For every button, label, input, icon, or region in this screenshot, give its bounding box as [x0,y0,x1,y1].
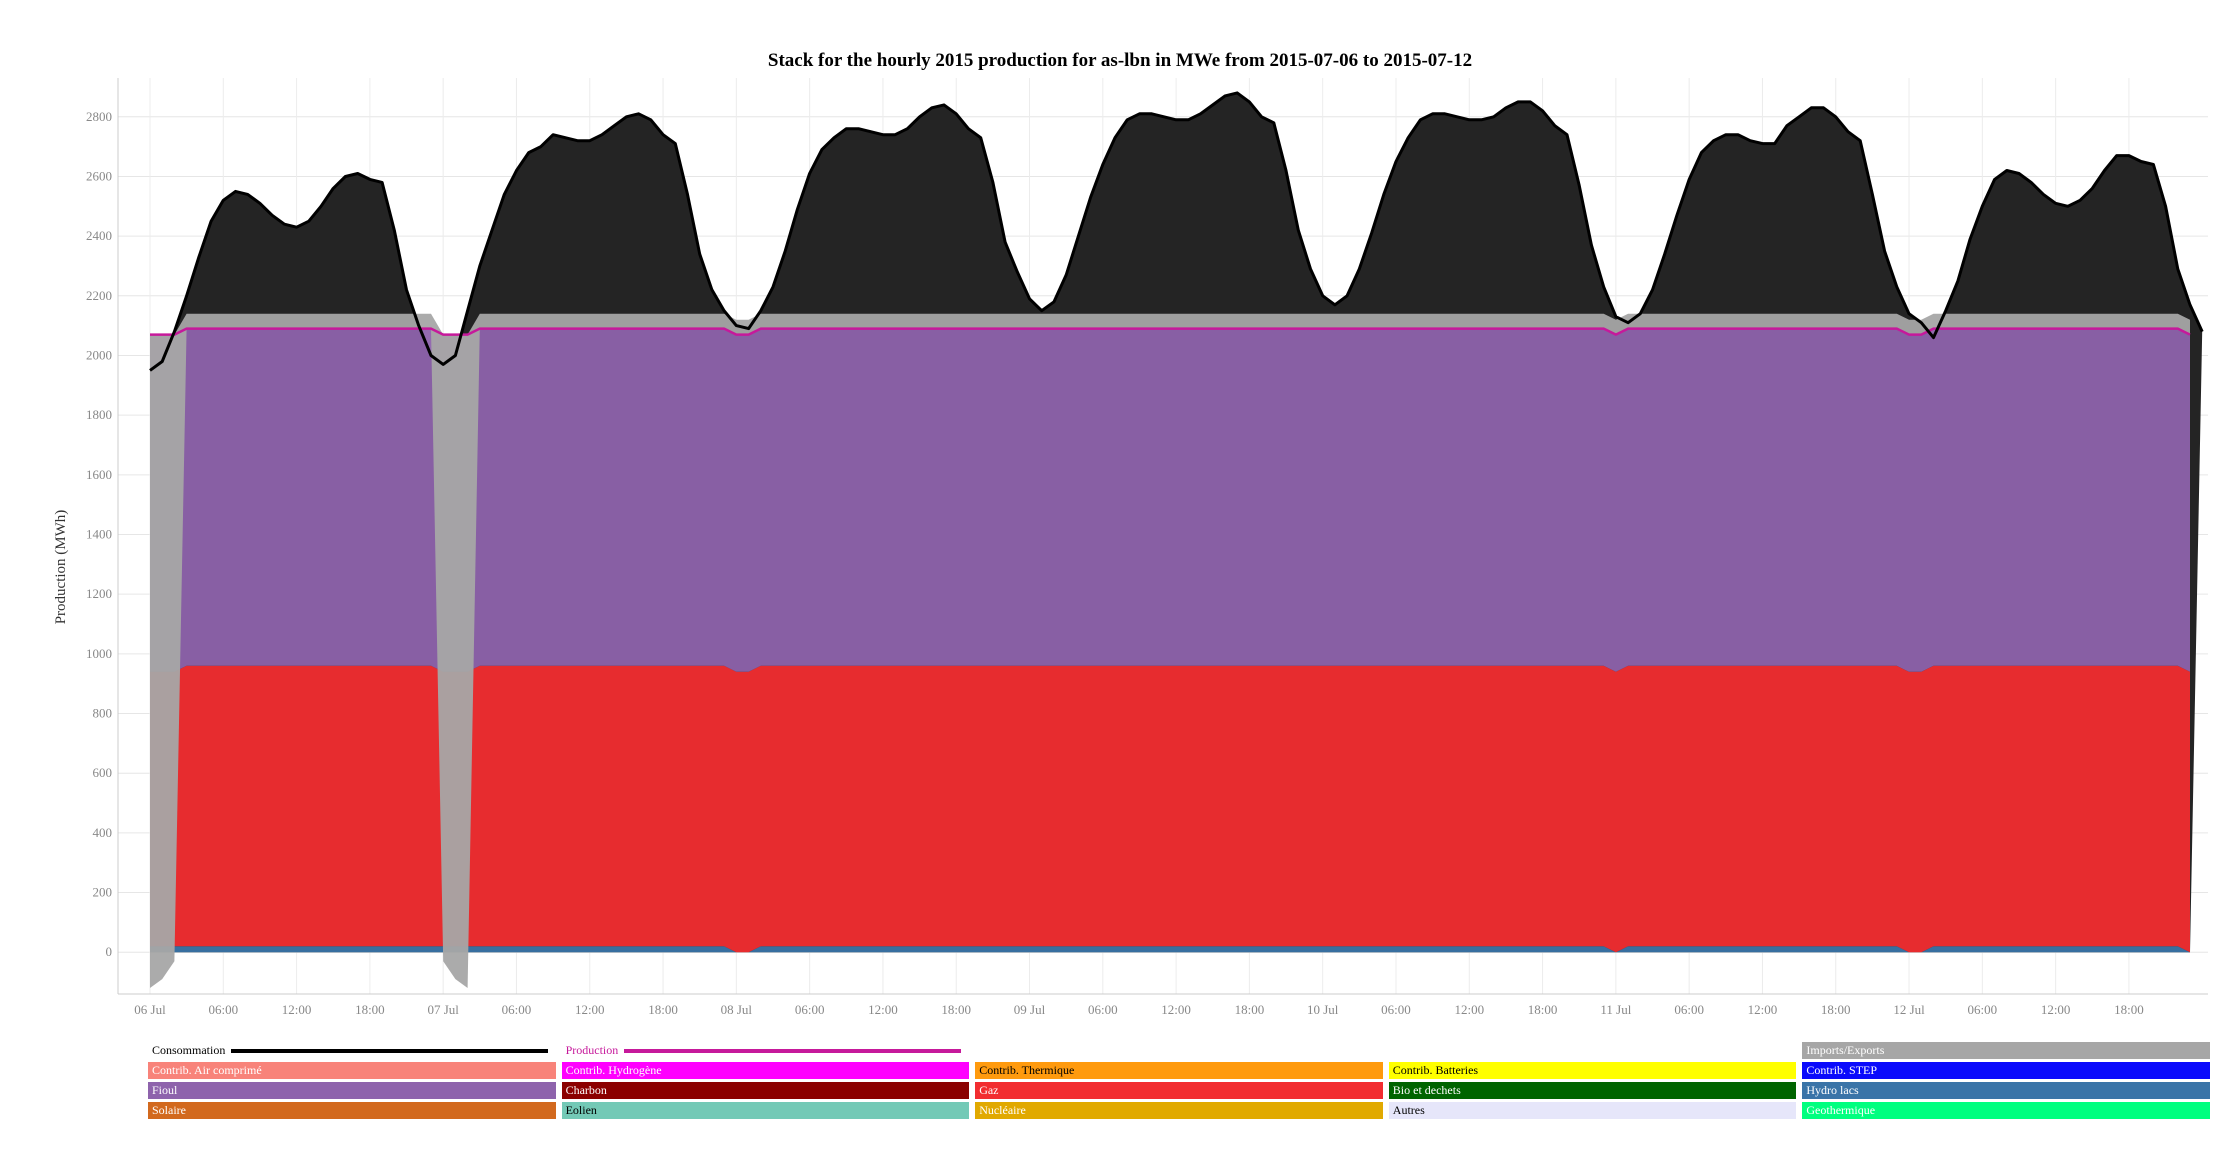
legend-label: Production [565,1043,619,1057]
chart-title: Stack for the hourly 2015 production for… [768,50,1472,71]
y-tick-label: 0 [106,944,113,959]
x-tick-label: 12 Jul [1893,1002,1925,1017]
x-tick-label: 12:00 [2041,1002,2071,1017]
x-tick-label: 08 Jul [721,1002,753,1017]
legend-row: Fioul Charbon Gaz Bio et dechets Hydro lacs [148,1082,2210,1100]
legend-spacer [1389,1042,1797,1059]
legend-item-nucl-aire: Nucléaire [975,1102,1383,1119]
x-tick-label: 12:00 [868,1002,898,1017]
legend-item-eolien: Eolien [561,1102,970,1119]
series-areas [150,92,2203,988]
x-tick-label: 18:00 [1235,1002,1265,1017]
x-tick-label: 06:00 [1968,1002,1998,1017]
y-tick-label: 400 [93,825,113,840]
y-tick-label: 1800 [86,407,112,422]
x-tick-label: 18:00 [1528,1002,1558,1017]
legend-item-charbon: Charbon [561,1082,970,1099]
legend-item-solaire: Solaire [148,1102,556,1119]
legend-swatch [624,1048,962,1053]
stacked-area-chart: Stack for the hourly 2015 production for… [53,50,2208,1017]
x-tick-label: 12:00 [1748,1002,1778,1017]
x-tick-label: 18:00 [355,1002,385,1017]
y-tick-label: 1600 [86,467,112,482]
legend-item-imports-exports: Imports/Exports [1802,1042,2210,1059]
legend-row: Solaire Eolien Nucléaire Autres Geothermique [148,1102,2210,1120]
x-tick-label: 09 Jul [1014,1002,1046,1017]
x-tick-label: 18:00 [941,1002,971,1017]
x-tick-label: 18:00 [1821,1002,1851,1017]
x-tick-label: 06:00 [1674,1002,1704,1017]
legend-item-contrib-thermique: Contrib. Thermique [975,1062,1383,1079]
y-tick-label: 1400 [86,527,112,542]
legend-item-autres: Autres [1388,1102,1797,1119]
series-lines [149,91,2204,372]
x-tick-label: 06:00 [208,1002,238,1017]
legend-item-gaz: Gaz [975,1082,1383,1099]
y-tick-label: 1000 [86,646,112,661]
y-tick-label: 600 [93,765,113,780]
legend-row: Contrib. Air comprimé Contrib. Hydrogène C… [148,1062,2210,1080]
x-tick-label: 12:00 [575,1002,605,1017]
x-tick-label: 06:00 [1088,1002,1118,1017]
y-tick-label: 200 [93,885,113,900]
legend-item-hydro-lacs: Hydro lacs [1802,1082,2210,1099]
area-gaz [150,665,2190,953]
legend-item-fioul: Fioul [148,1082,556,1099]
x-tick-label: 18:00 [2114,1002,2144,1017]
x-tick-label: 06:00 [795,1002,825,1017]
legend-item-bio-et-dechets: Bio et dechets [1388,1082,1797,1099]
legend-item-contrib-batteries: Contrib. Batteries [1388,1062,1797,1079]
legend-label: Consommation [152,1043,226,1057]
legend-item-consommation: Consommation [148,1042,556,1059]
line-production [150,327,2191,336]
legend: Consommation Production Imports/Exports Con… [148,1042,2210,1122]
x-tick-label: 06 Jul [134,1002,166,1017]
x-tick-label: 12:00 [1161,1002,1191,1017]
axes: 0 200 400 600 800 1000 1200 1400 1600 1800 2000 220… [86,78,2208,1017]
x-tick-label: 06:00 [502,1002,532,1017]
y-tick-label: 2400 [86,228,112,243]
legend-item-contrib-step: Contrib. STEP [1802,1062,2210,1079]
x-tick-label: 12:00 [1454,1002,1484,1017]
area-hydro-lacs [150,946,2190,953]
y-tick-label: 2200 [86,288,112,303]
x-tick-label: 07 Jul [427,1002,459,1017]
legend-row: Consommation Production Imports/Exports [148,1042,2210,1060]
y-tick-label: 2600 [86,168,112,183]
y-tick-label: 800 [93,706,113,721]
y-tick-label: 2800 [86,109,112,124]
x-tick-label: 11 Jul [1600,1002,1631,1017]
legend-item-geothermique: Geothermique [1802,1102,2210,1119]
line-consommation [149,91,2204,372]
legend-swatch [231,1048,548,1053]
legend-item-contrib-hydrog-ne: Contrib. Hydrogène [561,1062,970,1079]
y-axis-label: Production (MWh) [53,510,69,625]
legend-item-production: Production [562,1042,970,1059]
area-fioul [150,328,2190,672]
legend-spacer [975,1042,1383,1059]
x-tick-label: 06:00 [1381,1002,1411,1017]
x-tick-label: 10 Jul [1307,1002,1339,1017]
y-tick-label: 1200 [86,586,112,601]
y-tick-label: 2000 [86,347,112,362]
x-tick-label: 12:00 [282,1002,312,1017]
legend-item-contrib-air-comprim-: Contrib. Air comprimé [148,1062,556,1079]
x-tick-label: 18:00 [648,1002,678,1017]
